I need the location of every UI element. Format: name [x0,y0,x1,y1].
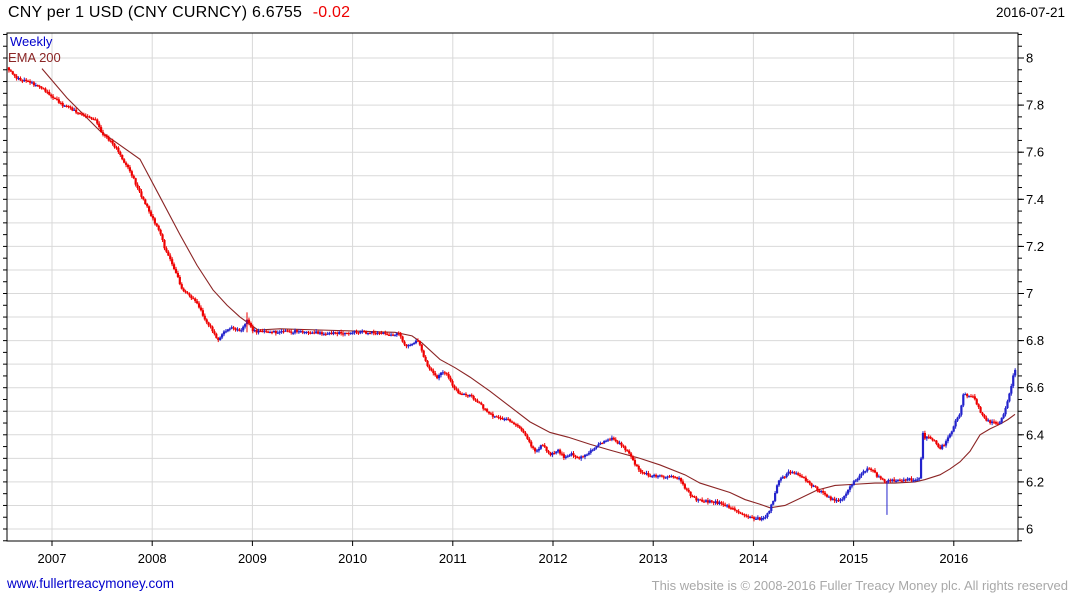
svg-text:7.8: 7.8 [1026,98,1044,113]
chart-header: CNY per 1 USD (CNY CURNCY) 6.6755 -0.02 [8,4,350,22]
chart-date: 2016-07-21 [995,5,1065,20]
svg-text:7.4: 7.4 [1026,192,1044,207]
svg-text:8: 8 [1026,51,1033,66]
svg-text:6.2: 6.2 [1026,474,1044,489]
copyright-text: This website is © 2008-2016 Fuller Treac… [651,578,1068,593]
svg-text:7.2: 7.2 [1026,239,1044,254]
svg-text:2007: 2007 [38,551,67,566]
gridlines [7,33,1018,541]
svg-text:2012: 2012 [539,551,568,566]
svg-text:2013: 2013 [639,551,668,566]
ema-legend-label: EMA 200 [8,50,61,65]
svg-text:2015: 2015 [839,551,868,566]
y-axis-labels: 8 7.8 7.6 7.4 7.2 7 6.8 6.6 6.4 6.2 6 [1018,51,1044,537]
site-link[interactable]: www.fullertreacymoney.com [7,576,175,591]
svg-text:2014: 2014 [739,551,768,566]
svg-text:6.6: 6.6 [1026,380,1044,395]
svg-text:6.8: 6.8 [1026,333,1044,348]
chart-plot-area[interactable] [7,33,1018,541]
svg-text:2009: 2009 [238,551,267,566]
svg-text:6: 6 [1026,522,1033,537]
weekly-candles [7,66,1017,522]
plot-border [6,32,1019,542]
svg-text:2011: 2011 [439,551,467,566]
ema-line [41,68,1016,509]
x-axis-labels: 2007 2008 2009 2010 2011 2012 2013 2014 2015 2016 [38,541,968,566]
last-price: 6.6755 [251,4,303,21]
svg-text:6.4: 6.4 [1026,427,1044,442]
svg-text:7.6: 7.6 [1026,145,1044,160]
svg-text:2008: 2008 [138,551,167,566]
svg-text:7: 7 [1026,286,1033,301]
timeframe-label: Weekly [10,34,53,49]
svg-text:2010: 2010 [338,551,367,566]
svg-text:2016: 2016 [939,551,968,566]
price-change: -0.02 [312,4,351,21]
instrument-title: CNY per 1 USD (CNY CURNCY) [8,4,248,21]
